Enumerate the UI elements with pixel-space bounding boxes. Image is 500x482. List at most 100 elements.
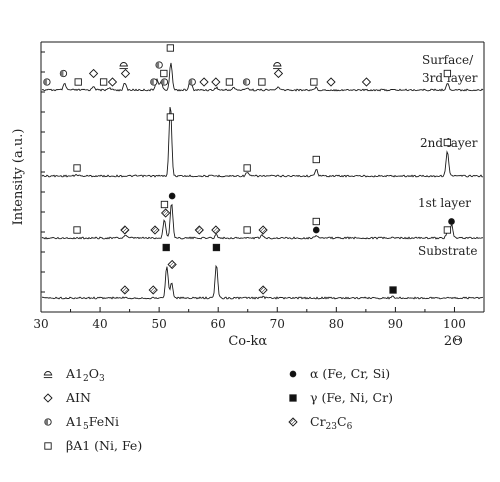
phase-marker [273,62,282,70]
legend-label: βA1 (Ni, Fe) [66,438,142,453]
phase-marker [243,164,251,172]
phase-marker [258,78,266,86]
phase-marker [443,69,452,78]
legend-text: O [89,366,99,381]
series-trace-4 [41,264,484,300]
phase-marker [107,77,118,87]
legend-label: A15FeNi [65,414,119,432]
legend-label: Cr23C6 [310,414,353,432]
square-open-icon [166,113,175,121]
series-trace-2 [41,106,484,178]
legend-text: βA1 (Ni, Fe) [66,438,142,453]
phase-marker [273,68,284,79]
phase-marker [242,78,251,86]
triangle-hat-icon [273,62,282,67]
diamond-hatched-icon [167,259,177,270]
legend-text: C [337,414,347,429]
phase-marker [168,192,176,200]
phase-marker [326,77,336,87]
diamond-hatched-icon [258,225,268,235]
phase-marker [150,225,160,235]
phase-marker [361,77,372,87]
square-open-icon [443,69,452,78]
diamond-hatched-icon [120,285,130,295]
x-axis-unit: 2Θ [444,334,463,349]
diamond-hatched-icon [120,225,130,235]
legend-symbol [289,394,297,402]
phase-marker [120,68,131,79]
phase-marker [120,225,130,235]
x-tick-label: 40 [92,317,107,331]
legend-text: A1 [65,414,83,429]
phase-marker [119,62,128,70]
phase-marker [258,225,268,235]
diamond-hatched-icon [258,285,268,295]
half-circle-fill [243,78,247,86]
legend-subscript: 3 [99,374,105,384]
legend-subscript: 2 [83,374,89,384]
phase-marker [74,78,82,86]
x-tick-label: 60 [211,317,226,331]
phase-marker [162,243,170,252]
diamond-open-icon [326,77,336,87]
half-circle-fill [189,78,193,86]
legend-subscript: 23 [326,422,338,432]
phase-marker [59,69,68,78]
square-filled-icon [162,243,170,252]
diamond-open-icon [273,68,284,79]
diamond-open-icon [107,77,118,87]
phase-marker [167,259,177,270]
phase-marker [188,78,196,86]
circle-filled-icon [168,192,176,200]
phase-marker [194,225,204,235]
phase-marker [160,200,169,209]
diamond-hatched-icon [211,225,221,235]
legend-symbol [44,442,52,450]
half-circle-fill [60,70,64,77]
square-open-icon [160,200,169,209]
square-filled-icon [212,243,221,252]
circle-filled-icon [312,226,320,234]
square-open-icon [258,78,266,86]
phase-marker [99,78,108,86]
square-open-icon [243,164,251,172]
x-axis-title: Co-kα [228,334,267,349]
square-open-icon [73,164,81,172]
half-circle-fill [150,78,154,86]
phase-marker [160,208,171,218]
half-circle-fill [155,61,160,69]
phase-marker [212,243,221,252]
y-axis-title: Intensity (a.u.) [11,129,26,226]
diamond-open-icon [361,77,372,87]
legend-subscript: 5 [83,422,89,432]
phase-marker [155,61,163,69]
phase-marker [243,226,251,234]
legend-symbol [44,418,52,426]
legend-label: AIN [65,390,91,405]
diamond-hatched-icon [150,225,160,235]
circle-filled-icon [289,370,297,378]
square-open-icon [312,217,320,226]
half-circle-fill [161,78,165,86]
legend-text: γ (Fe, Ni, Cr) [310,390,393,405]
half-circle-fill [44,418,48,426]
phase-marker [160,78,169,86]
phase-marker [312,226,320,234]
series-label-4: Substrate [418,244,477,258]
legend-label: γ (Fe, Ni, Cr) [310,390,393,405]
legend-text: FeNi [89,414,119,429]
x-tick-label: 100 [443,317,466,331]
phase-marker [148,285,158,295]
series-trace-3 [41,203,484,240]
legend-text: α (Fe, Cr, Si) [310,366,390,381]
phase-marker [443,138,452,147]
phase-marker [310,78,318,86]
legend-symbol [289,370,297,378]
legend-text: AIN [65,390,91,405]
circle-filled-icon [448,218,455,225]
phase-marker [120,285,130,295]
square-open-icon [443,226,452,234]
triangle-hat-icon [119,62,128,67]
square-open-icon [243,226,251,234]
diamond-hatched-icon [194,225,204,235]
